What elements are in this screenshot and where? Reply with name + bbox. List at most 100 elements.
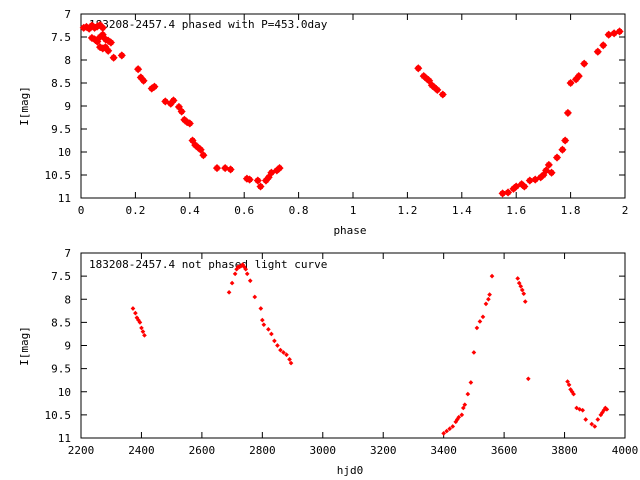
phased-data-point-body: [521, 184, 527, 189]
phased-data-point-body: [513, 184, 519, 189]
unphased-x-axis-label: hjd0: [337, 464, 364, 477]
unphased-data-point: [444, 428, 450, 434]
unphased-data-point: [137, 320, 143, 325]
unphased-data-point: [269, 331, 274, 337]
phased-y-tick-label: 7: [64, 8, 71, 21]
unphased-data-point: [468, 380, 474, 385]
phased-data-point-body: [266, 174, 272, 180]
unphased-data-point: [139, 325, 144, 331]
unphased-data-point: [515, 276, 521, 281]
phased-data-point-body: [103, 36, 108, 42]
phased-x-tick-label: 0: [78, 204, 85, 217]
unphased-x-tick-label: 3000: [310, 444, 337, 457]
phased-y-tick-label: 9: [64, 100, 71, 113]
unphased-data-point: [252, 294, 258, 300]
unphased-data-point: [447, 426, 453, 432]
unphased-y-tick-label: 10.5: [45, 409, 72, 422]
phased-data-point-body: [426, 78, 432, 84]
phased-x-tick-label: 1.6: [506, 204, 526, 217]
phased-data-point-body: [89, 23, 95, 28]
unphased-data-point: [261, 322, 267, 328]
phased-y-tick-label: 9.5: [51, 123, 71, 136]
phased-data-point-body: [538, 174, 544, 180]
phased-data-point-body: [611, 30, 617, 36]
unphased-data-point: [604, 407, 610, 412]
phased-data-point-body: [617, 29, 622, 34]
phased-data-point-body: [573, 76, 579, 82]
unphased-x-tick-label: 2600: [189, 444, 216, 457]
phased-data-point-body: [94, 24, 100, 29]
unphased-data-point: [130, 306, 136, 311]
unphased-data-point: [133, 310, 138, 316]
unphased-data-point: [272, 338, 277, 344]
phased-data-point-body: [97, 22, 103, 28]
phased-data-point-body: [258, 184, 263, 189]
phased-data-point-body: [554, 155, 560, 160]
phased-x-tick-label: 2: [622, 204, 629, 217]
phased-data-point-body: [201, 152, 206, 158]
phased-data-point-body: [595, 49, 601, 55]
phased-data-point-body: [269, 170, 274, 176]
phased-data-point-body: [100, 32, 106, 38]
phased-y-axis-label: I[mag]: [18, 86, 31, 126]
unphased-data-point: [244, 271, 250, 277]
unphased-y-tick-label: 7.5: [51, 270, 71, 283]
unphased-data-point: [258, 306, 264, 311]
unphased-plot-frame: [80, 252, 626, 439]
phased-x-tick-label: 1.2: [397, 204, 417, 217]
phased-data-point-body: [532, 177, 538, 182]
unphased-data-point: [460, 405, 466, 411]
phased-data-point-body: [600, 42, 606, 48]
unphased-data-point: [453, 419, 459, 425]
unphased-data-point: [489, 273, 495, 279]
unphased-data-point: [574, 405, 579, 411]
phased-data-point-body: [277, 165, 282, 171]
phased-data-point-body: [222, 165, 228, 171]
phased-data-point-body: [84, 24, 89, 30]
unphased-x-tick-label: 2400: [128, 444, 155, 457]
phased-data-point-body: [108, 40, 114, 45]
unphased-data-point: [521, 291, 527, 297]
unphased-data-point: [480, 314, 486, 320]
unphased-data-point: [477, 319, 483, 324]
unphased-data-point: [450, 424, 456, 429]
phased-data-point-body: [100, 46, 106, 51]
phased-x-tick-label: 0.8: [289, 204, 309, 217]
unphased-data-point: [454, 417, 460, 422]
phased-x-tick-label: 0.6: [234, 204, 254, 217]
phased-data-point-body: [255, 178, 261, 183]
phased-data-point-body: [247, 177, 253, 182]
phased-data-point-body: [92, 25, 97, 31]
phased-data-point-body: [511, 186, 516, 192]
phased-data-point-body: [119, 53, 125, 58]
phased-data-point-body: [94, 39, 100, 44]
phased-data-point-body: [505, 190, 511, 195]
phased-data-point-body: [162, 99, 168, 104]
phased-y-tick-label: 8: [64, 54, 71, 67]
phased-data-point-body: [543, 168, 549, 173]
unphased-data-point: [571, 391, 576, 397]
phased-data-point-body: [541, 172, 546, 178]
unphased-x-tick-label: 4000: [612, 444, 639, 457]
phased-data-point-body: [105, 38, 111, 44]
unphased-data-point: [287, 357, 292, 362]
unphased-y-tick-label: 8.5: [51, 316, 71, 329]
phased-data-point-body: [97, 44, 103, 50]
phased-data-point-body: [152, 84, 157, 90]
phased-data-point-body: [187, 121, 193, 126]
unphased-data-point: [284, 352, 289, 358]
unphased-data-point: [260, 317, 265, 323]
unphased-data-point: [486, 296, 491, 302]
unphased-data-point: [243, 266, 249, 272]
phased-data-point-body: [581, 61, 587, 67]
phased-data-point-body: [576, 73, 582, 79]
phased-data-point-body: [184, 119, 190, 125]
unphased-data-point: [441, 431, 446, 436]
unphased-data-point: [487, 292, 492, 297]
phased-y-tick-label: 10.5: [45, 169, 72, 182]
phased-data-point-body: [179, 109, 185, 114]
unphased-data-point: [525, 376, 531, 382]
phased-data-point-body: [171, 98, 176, 103]
phased-data-point-body: [192, 142, 198, 148]
phased-x-tick-label: 0.2: [125, 204, 145, 217]
